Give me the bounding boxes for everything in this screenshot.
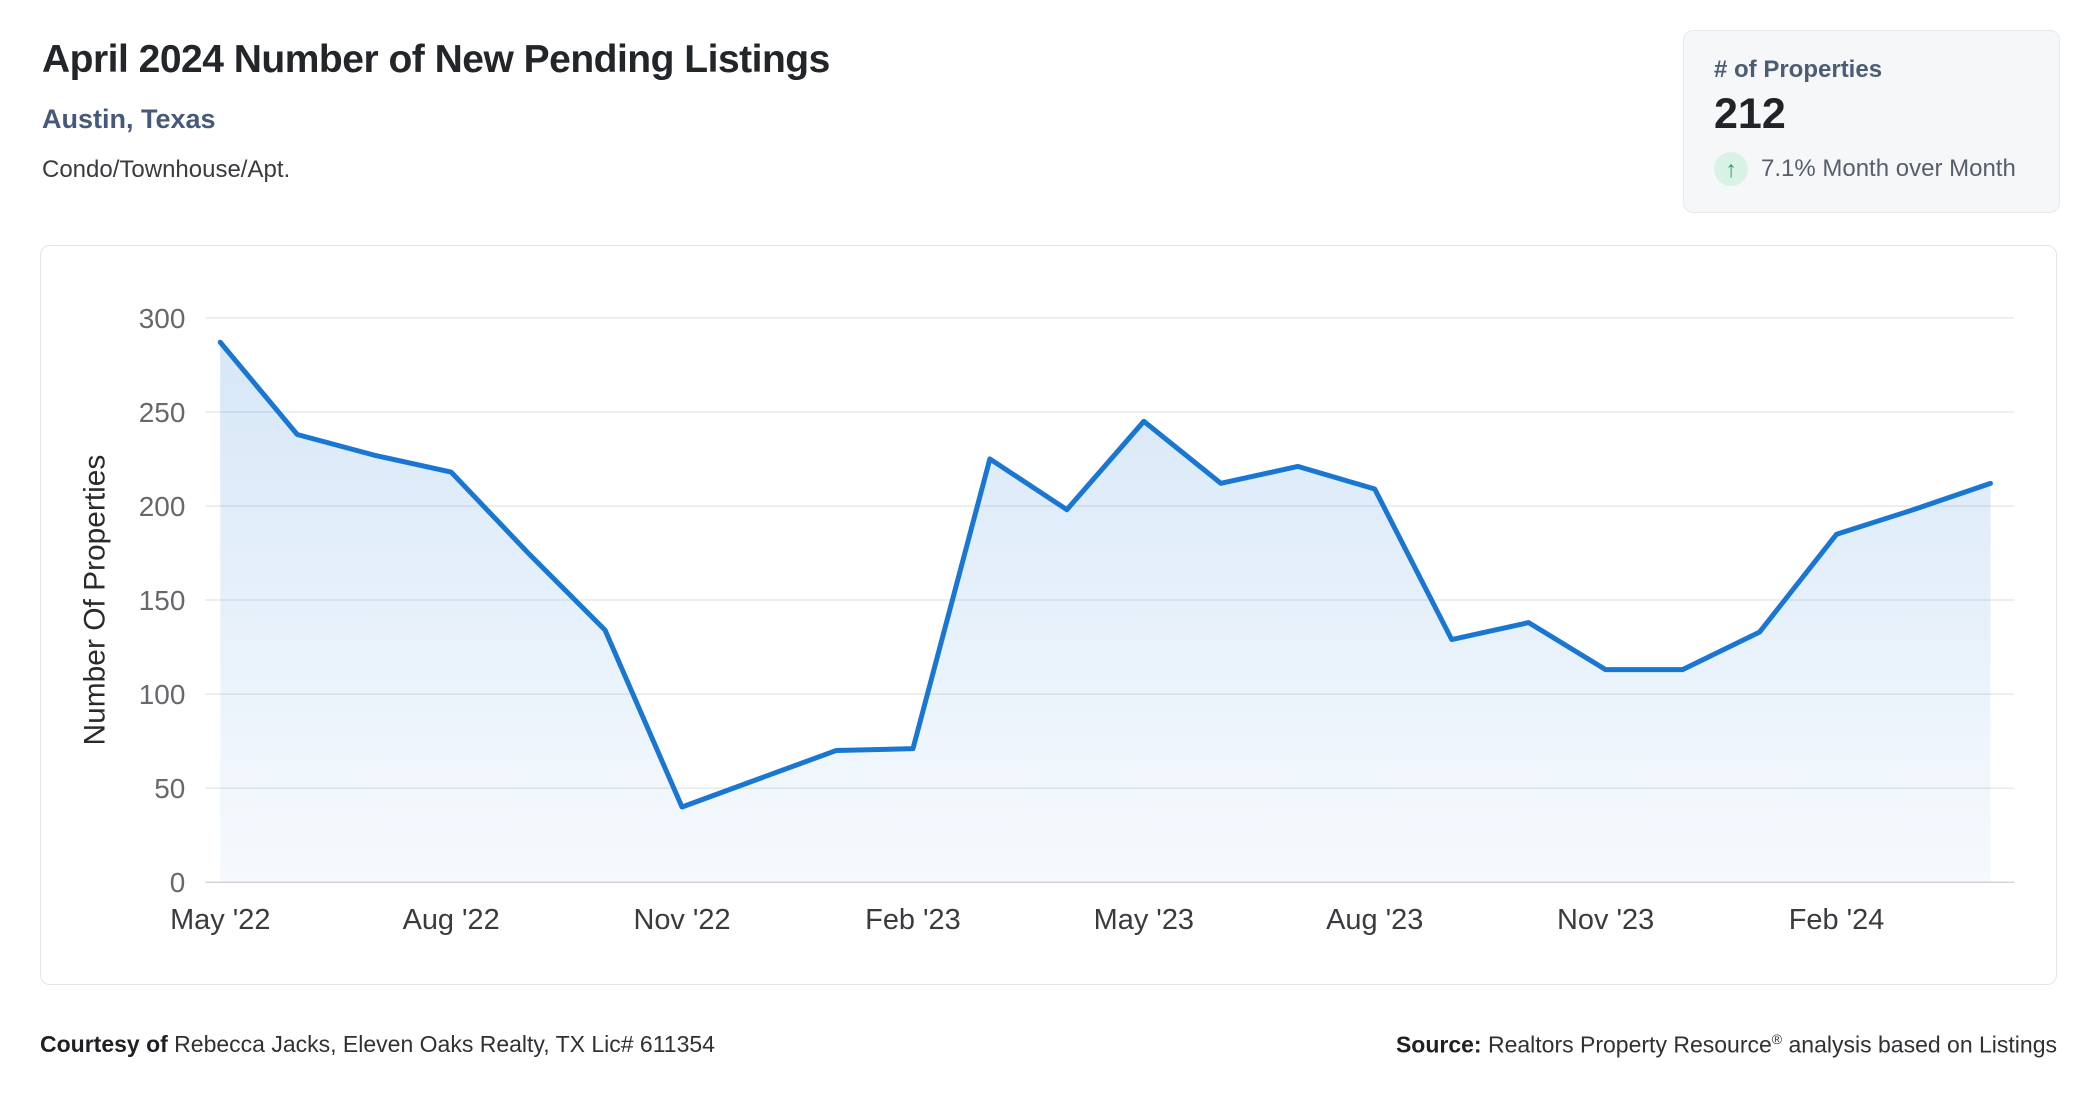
page-subtitle-location: Austin, Texas xyxy=(42,104,216,134)
x-tick-label: Feb '23 xyxy=(865,904,961,936)
x-tick-label: May '23 xyxy=(1094,904,1194,936)
chart-card: 0 50 100 150 200 250 300 May '22 Aug '22 Nov '22 F… xyxy=(40,245,2057,985)
y-tick-label: 100 xyxy=(139,679,186,710)
stat-card-change-text: 7.1% Month over Month xyxy=(1761,155,2016,182)
footer-courtesy: Courtesy of Rebecca Jacks, Eleven Oaks R… xyxy=(40,1031,715,1057)
x-tick-label: May '22 xyxy=(170,904,270,936)
pending-listings-area-chart: 0 50 100 150 200 250 300 May '22 Aug '22 Nov '22 F… xyxy=(79,303,2015,936)
stat-card-value: 212 xyxy=(1714,90,1786,138)
property-type-label: Condo/Townhouse/Apt. xyxy=(42,156,291,183)
arrow-up-icon: ↑ xyxy=(1725,155,1737,182)
y-tick-label: 0 xyxy=(170,867,186,898)
y-tick-label: 300 xyxy=(139,303,186,334)
stat-card: # of Properties 212 ↑ 7.1% Month over Mo… xyxy=(1683,30,2060,213)
chart-line xyxy=(217,339,1993,810)
y-tick-label: 50 xyxy=(154,773,185,804)
y-tick-label: 200 xyxy=(139,491,186,522)
x-tick-label: Nov '23 xyxy=(1557,904,1654,936)
y-tick-label: 150 xyxy=(139,585,186,616)
x-tick-label: Aug '23 xyxy=(1326,904,1423,936)
y-tick-label: 250 xyxy=(139,397,186,428)
page-title: April 2024 Number of New Pending Listing… xyxy=(42,38,830,81)
x-tick-label: Nov '22 xyxy=(633,904,730,936)
trend-up-badge: ↑ xyxy=(1714,152,1748,186)
stat-card-change-row: ↑ 7.1% Month over Month xyxy=(1714,152,2029,186)
footer-source: Source: Realtors Property Resource® anal… xyxy=(1395,1031,2057,1058)
y-axis-title: Number Of Properties xyxy=(79,455,112,746)
x-tick-label: Feb '24 xyxy=(1789,904,1885,936)
x-tick-label: Aug '22 xyxy=(403,904,500,936)
chart-area-fill xyxy=(220,342,1991,883)
footer: Courtesy of Rebecca Jacks, Eleven Oaks R… xyxy=(40,1031,2057,1059)
registered-trademark-symbol: ® xyxy=(1771,1031,1783,1047)
stat-card-label: # of Properties xyxy=(1714,56,1883,83)
